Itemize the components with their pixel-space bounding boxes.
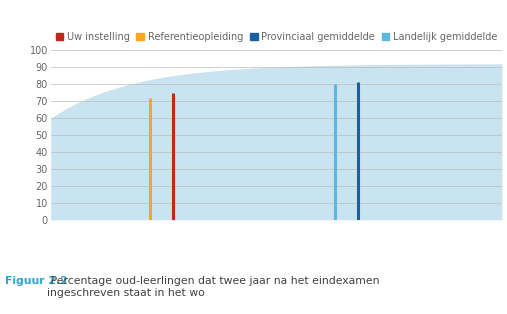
- Legend: Uw instelling, Referentieopleiding, Provinciaal gemiddelde, Landelijk gemiddelde: Uw instelling, Referentieopleiding, Prov…: [56, 32, 497, 42]
- Text: Percentage oud-leerlingen dat twee jaar na het eindexamen
ingeschreven staat in : Percentage oud-leerlingen dat twee jaar …: [47, 276, 379, 298]
- Text: Figuur 2.2: Figuur 2.2: [5, 276, 68, 286]
